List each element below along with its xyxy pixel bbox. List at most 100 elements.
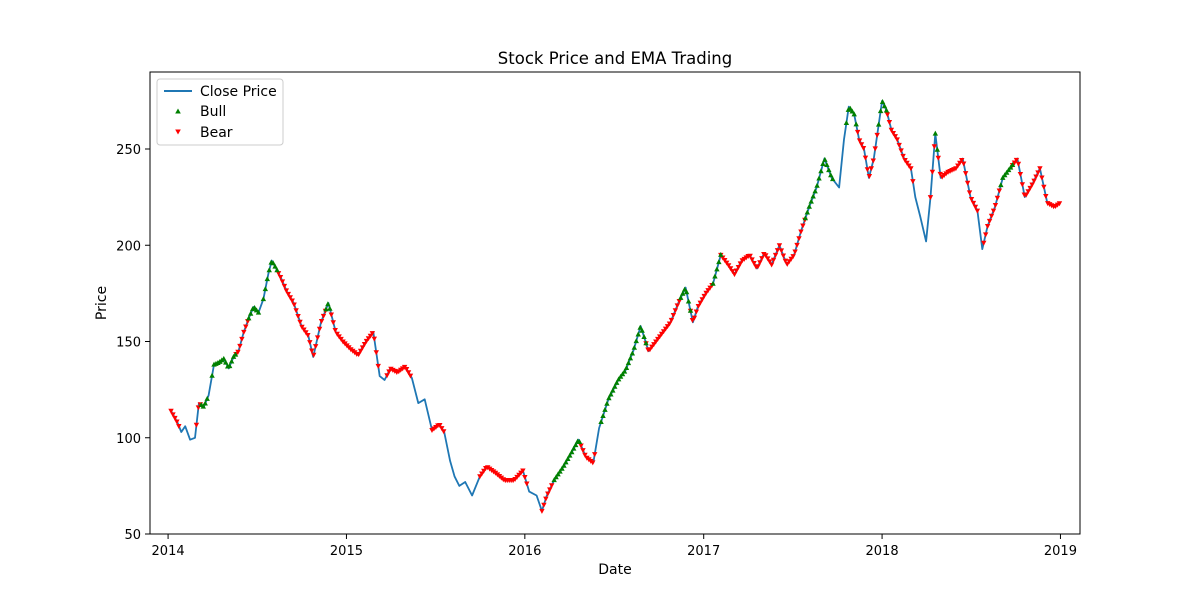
bull-marker [641, 334, 647, 340]
bear-marker [968, 197, 975, 203]
bear-marker [888, 127, 895, 133]
bear-marker [749, 257, 755, 263]
bull-marker [615, 376, 622, 382]
bull-marker [679, 290, 686, 296]
bear-marker [735, 264, 742, 270]
bear-marker [982, 232, 989, 238]
bear-marker [994, 195, 1001, 201]
bull-marker [266, 267, 272, 273]
bear-marker [582, 452, 588, 458]
y-tick-label: 100 [116, 432, 141, 447]
bear-marker [759, 256, 765, 262]
bull-marker [714, 266, 720, 272]
bull-marker [202, 400, 208, 406]
bear-marker [996, 188, 1003, 194]
bear-marker [174, 419, 180, 425]
bear-marker [904, 160, 910, 166]
x-tick-label: 2015 [330, 544, 363, 559]
bear-marker [299, 324, 305, 330]
bear-marker [297, 319, 303, 325]
bull-marker [619, 371, 626, 377]
bear-marker [693, 309, 700, 315]
bear-marker [884, 112, 891, 118]
bear-marker [1056, 201, 1063, 207]
bear-marker [929, 169, 936, 175]
bear-marker [336, 334, 342, 340]
legend-bear-swatch [175, 129, 181, 135]
bear-marker [239, 336, 245, 342]
bear-marker [727, 266, 734, 272]
bear-marker [796, 236, 802, 242]
bear-marker [314, 335, 321, 341]
bull-marker [604, 400, 610, 406]
plot-frame [149, 71, 1081, 535]
bull-marker [804, 209, 811, 215]
bear-marker [964, 180, 971, 186]
bear-marker [328, 312, 335, 318]
bear-marker [338, 336, 344, 342]
bear-marker [549, 483, 555, 489]
bull-marker [808, 198, 814, 204]
x-tick-label: 2014 [152, 544, 185, 559]
bear-marker [520, 468, 526, 474]
bear-marker [960, 161, 967, 167]
bull-marker [323, 306, 329, 312]
bear-marker [1035, 170, 1041, 176]
bear-marker [981, 240, 987, 246]
bull-marker [718, 251, 724, 257]
bull-marker [264, 276, 270, 282]
bear-marker [737, 261, 744, 267]
bear-marker [910, 179, 916, 185]
bull-marker [849, 108, 855, 114]
bull-marker [629, 350, 636, 356]
bear-marker [285, 291, 292, 297]
bull-marker [325, 301, 331, 307]
bull-marker [565, 456, 571, 462]
bear-marker [874, 132, 880, 138]
bull-marker [617, 373, 624, 379]
bear-marker [774, 248, 781, 254]
legend-bull-label: Bull [200, 104, 226, 120]
bear-marker [747, 253, 753, 259]
bear-marker [966, 190, 973, 196]
bull-marker [683, 289, 690, 295]
bear-marker [984, 224, 991, 229]
bear-marker [405, 370, 412, 376]
bear-marker [870, 158, 876, 164]
legend-box [156, 78, 284, 146]
bear-marker [481, 468, 487, 474]
bull-marker [877, 108, 884, 114]
bull-marker [563, 459, 569, 465]
bear-marker [1037, 166, 1043, 172]
bear-marker [974, 208, 981, 214]
bull-marker [932, 130, 939, 136]
bear-marker [318, 318, 325, 324]
x-tick-label: 2017 [687, 544, 720, 559]
bull-marker [881, 103, 888, 109]
bull-marker [627, 355, 634, 361]
bull-marker [687, 307, 694, 313]
bear-marker [695, 304, 702, 310]
x-axis-label: Date [598, 562, 631, 578]
x-tick-label: 2016 [508, 544, 541, 559]
bear-marker [403, 367, 410, 372]
y-tick-label: 50 [124, 528, 141, 543]
bull-marker [200, 403, 206, 409]
bear-marker [1039, 175, 1045, 181]
bear-marker [477, 474, 483, 480]
bear-marker [886, 120, 893, 126]
bear-marker [301, 327, 307, 333]
bull-marker [602, 406, 608, 412]
bear-marker [547, 487, 553, 493]
bear-marker [309, 348, 315, 354]
bear-marker [972, 204, 979, 210]
bull-marker [851, 111, 857, 117]
bull-marker [635, 331, 641, 337]
bull-marker [623, 364, 630, 370]
bull-marker [608, 391, 614, 397]
bull-marker [879, 98, 886, 104]
bear-marker [237, 343, 243, 349]
legend: Close Price Bull Bear [156, 78, 284, 146]
bear-marker [790, 254, 796, 260]
